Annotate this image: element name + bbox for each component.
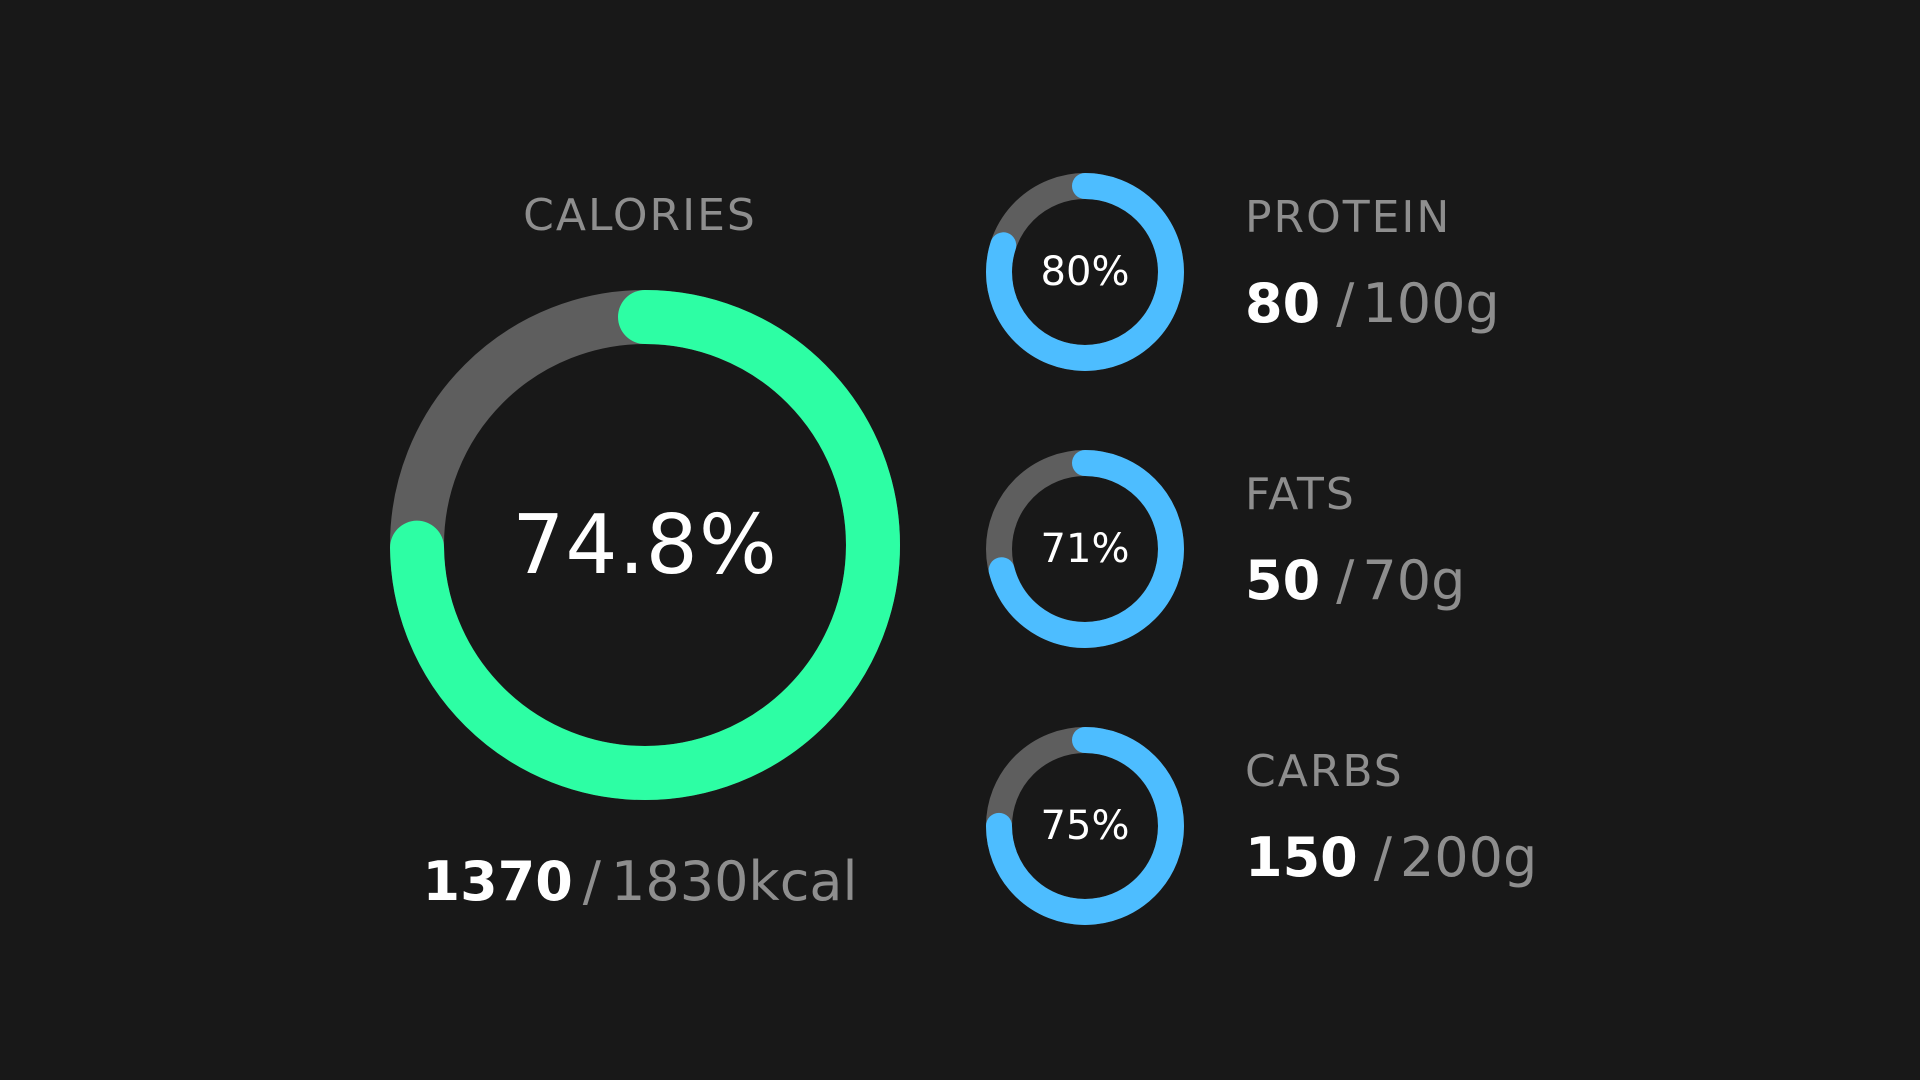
protein-ring-fill <box>986 173 1184 371</box>
calories-total: 1830kcal <box>611 850 858 913</box>
protein-progress-ring: 80% <box>985 172 1185 372</box>
carbs-total: 200g <box>1399 826 1538 889</box>
protein-percent: 80% <box>1040 249 1130 295</box>
protein-label: PROTEIN <box>1245 192 1452 243</box>
carbs-percent: 75% <box>1040 803 1130 849</box>
protein-ring-svg <box>986 173 1184 371</box>
calories-label: CALORIES <box>523 190 757 241</box>
calories-current: 1370 <box>422 850 573 913</box>
calories-ring-fill <box>390 290 900 800</box>
calories-percent: 74.8% <box>512 497 778 593</box>
carbs-current: 150 <box>1245 826 1358 889</box>
macro-protein: 80% PROTEIN 80/100g <box>985 172 1785 372</box>
protein-total: 100g <box>1362 272 1500 335</box>
carbs-ring-svg <box>986 727 1184 925</box>
fats-current: 50 <box>1245 549 1321 612</box>
macro-carbs: 75% CARBS 150/200g <box>985 726 1785 926</box>
protein-values: 80/100g <box>1245 272 1500 335</box>
carbs-label: CARBS <box>1245 746 1404 797</box>
calories-values: 1370/1830kcal <box>390 850 890 913</box>
macro-fats: 71% FATS 50/70g <box>985 449 1785 649</box>
carbs-separator: / <box>1373 826 1392 889</box>
fats-ring-svg <box>986 450 1184 648</box>
fats-values: 50/70g <box>1245 549 1465 612</box>
calories-separator: / <box>582 850 601 913</box>
fats-total: 70g <box>1362 549 1466 612</box>
protein-separator: / <box>1336 272 1355 335</box>
fats-progress-ring: 71% <box>985 449 1185 649</box>
calories-progress-ring: 74.8% <box>390 290 900 800</box>
carbs-progress-ring: 75% <box>985 726 1185 926</box>
fats-label: FATS <box>1245 469 1356 520</box>
fats-ring-fill <box>986 450 1184 648</box>
protein-current: 80 <box>1245 272 1321 335</box>
calories-ring-svg <box>390 290 900 800</box>
fats-percent: 71% <box>1040 526 1130 572</box>
carbs-values: 150/200g <box>1245 826 1537 889</box>
carbs-ring-fill <box>986 727 1184 925</box>
fats-separator: / <box>1336 549 1355 612</box>
